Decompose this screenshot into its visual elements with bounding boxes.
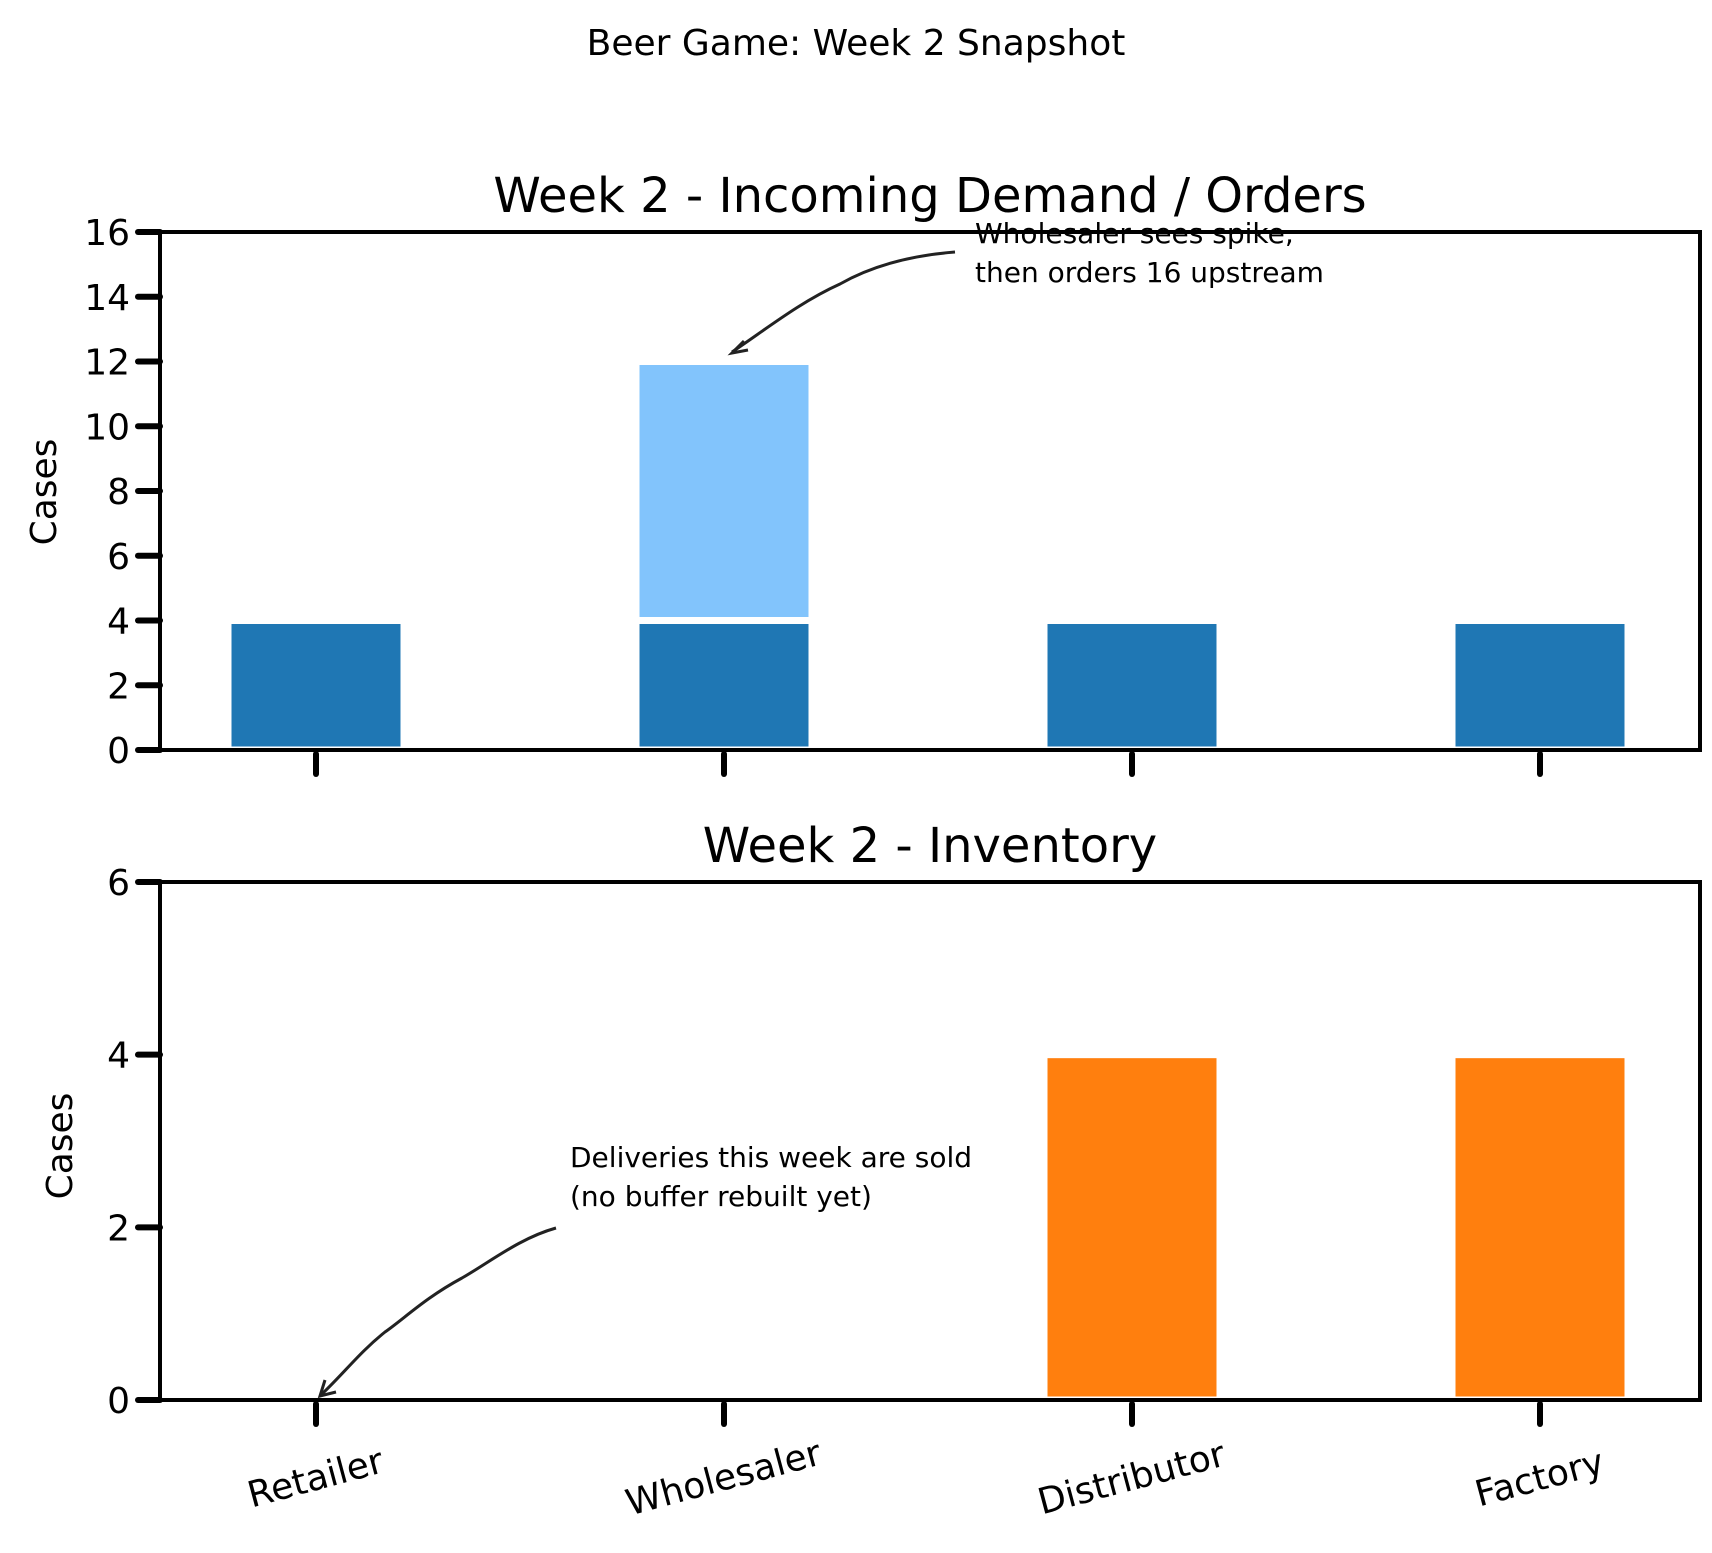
inventory-y-axis-label: Cases [40,1093,81,1200]
y-tick-label: 14 [84,278,130,319]
y-tick-label: 6 [107,863,130,904]
y-tick-label: 0 [107,731,130,772]
demand-y-ticks: 0 2 4 6 8 10 12 14 16 [84,213,163,772]
y-tick-label: 12 [84,343,130,384]
y-tick-label: 2 [107,1208,130,1249]
bar-distributor-series-0 [1044,1055,1220,1400]
figure-suptitle: Beer Game: Week 2 Snapshot [587,23,1126,64]
x-tick-label-distributor: Distributor [1034,1434,1230,1523]
bar-wholesaler-series-1 [636,362,812,620]
demand-axes: Week 2 - Incoming Demand / Orders Cases … [24,168,1702,777]
inventory-axes-title: Week 2 - Inventory [703,818,1157,874]
bar-distributor-series-0 [1044,621,1220,750]
demand-annotation-arrowhead [727,339,749,356]
y-tick-label: 10 [84,407,130,448]
x-tick-label-retailer: Retailer [243,1441,388,1517]
bar-wholesaler-series-0 [636,621,812,750]
inventory-annotation-line-1: Deliveries this week are sold [570,1141,972,1174]
demand-bars [228,362,1628,750]
demand-annotation-arrow [731,250,956,354]
inventory-frame [158,880,1702,1402]
demand-x-ticks [313,751,1543,777]
y-tick-label: 8 [107,472,130,513]
inventory-x-ticks: Retailer Wholesaler Distributor Factory [243,1401,1609,1525]
y-tick-label: 2 [107,666,130,707]
inventory-bars [1044,1055,1628,1400]
inventory-annotation-line-2: (no buffer rebuilt yet) [570,1180,872,1213]
y-tick-label: 4 [107,602,130,643]
demand-axes-title: Week 2 - Incoming Demand / Orders [493,168,1366,224]
inventory-annotation-arrow [320,1226,557,1396]
bar-retailer-series-0 [228,621,404,750]
x-tick-label-factory: Factory [1471,1442,1609,1516]
bar-factory-series-0 [1452,621,1628,750]
y-tick-label: 16 [84,213,130,254]
y-tick-label: 6 [107,537,130,578]
bar-factory-series-0 [1452,1055,1628,1400]
inventory-y-ticks: 0 2 4 6 [107,863,163,1422]
inventory-axes: Week 2 - Inventory Cases 0 2 4 6 Retailer Wh… [40,818,1702,1525]
inventory-annotation-arrowhead [317,1379,337,1399]
demand-y-axis-label: Cases [24,439,65,546]
y-tick-label: 0 [107,1381,130,1422]
y-tick-label: 4 [107,1036,130,1077]
x-tick-label-wholesaler: Wholesaler [622,1433,826,1525]
demand-annotation-line-2: then orders 16 upstream [975,256,1324,289]
demand-annotation-line-1: Wholesaler sees spike, [975,217,1294,250]
axes-frame [158,880,1702,1402]
